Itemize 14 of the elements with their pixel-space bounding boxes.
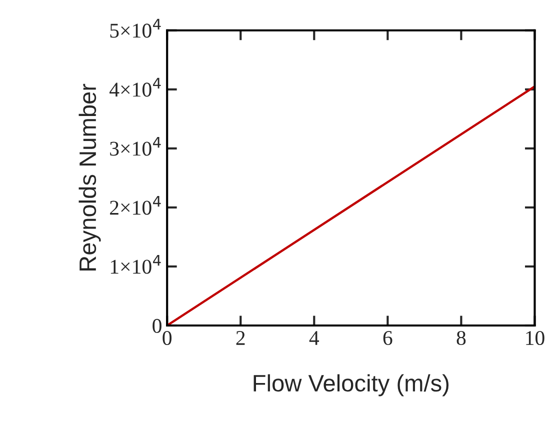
x-tick-label: 4 [309, 331, 320, 345]
y-tick-label: 3×10$^{4}$ [110, 136, 161, 156]
x-tick-label: 8 [456, 330, 466, 346]
y-axis-title: Reynolds Number [78, 84, 101, 270]
x-tick-label: 10 [526, 330, 544, 346]
x-tick-label: 2 [236, 331, 245, 345]
y-tick-label: 5×10$^{4}$ [110, 18, 161, 38]
x-axis-title: Flow Velocity (m/s) [254, 374, 448, 396]
x-tick-label: 0 [162, 330, 172, 346]
y-tick-label: 2×10$^{4}$ [110, 196, 161, 215]
x-tick-label: 6 [383, 331, 392, 346]
y-tick-label: 0 [152, 318, 162, 333]
y-tick-label: 1×10$^{4}$ [110, 254, 161, 274]
y-tick-label: 4×10$^{4}$ [110, 78, 161, 97]
